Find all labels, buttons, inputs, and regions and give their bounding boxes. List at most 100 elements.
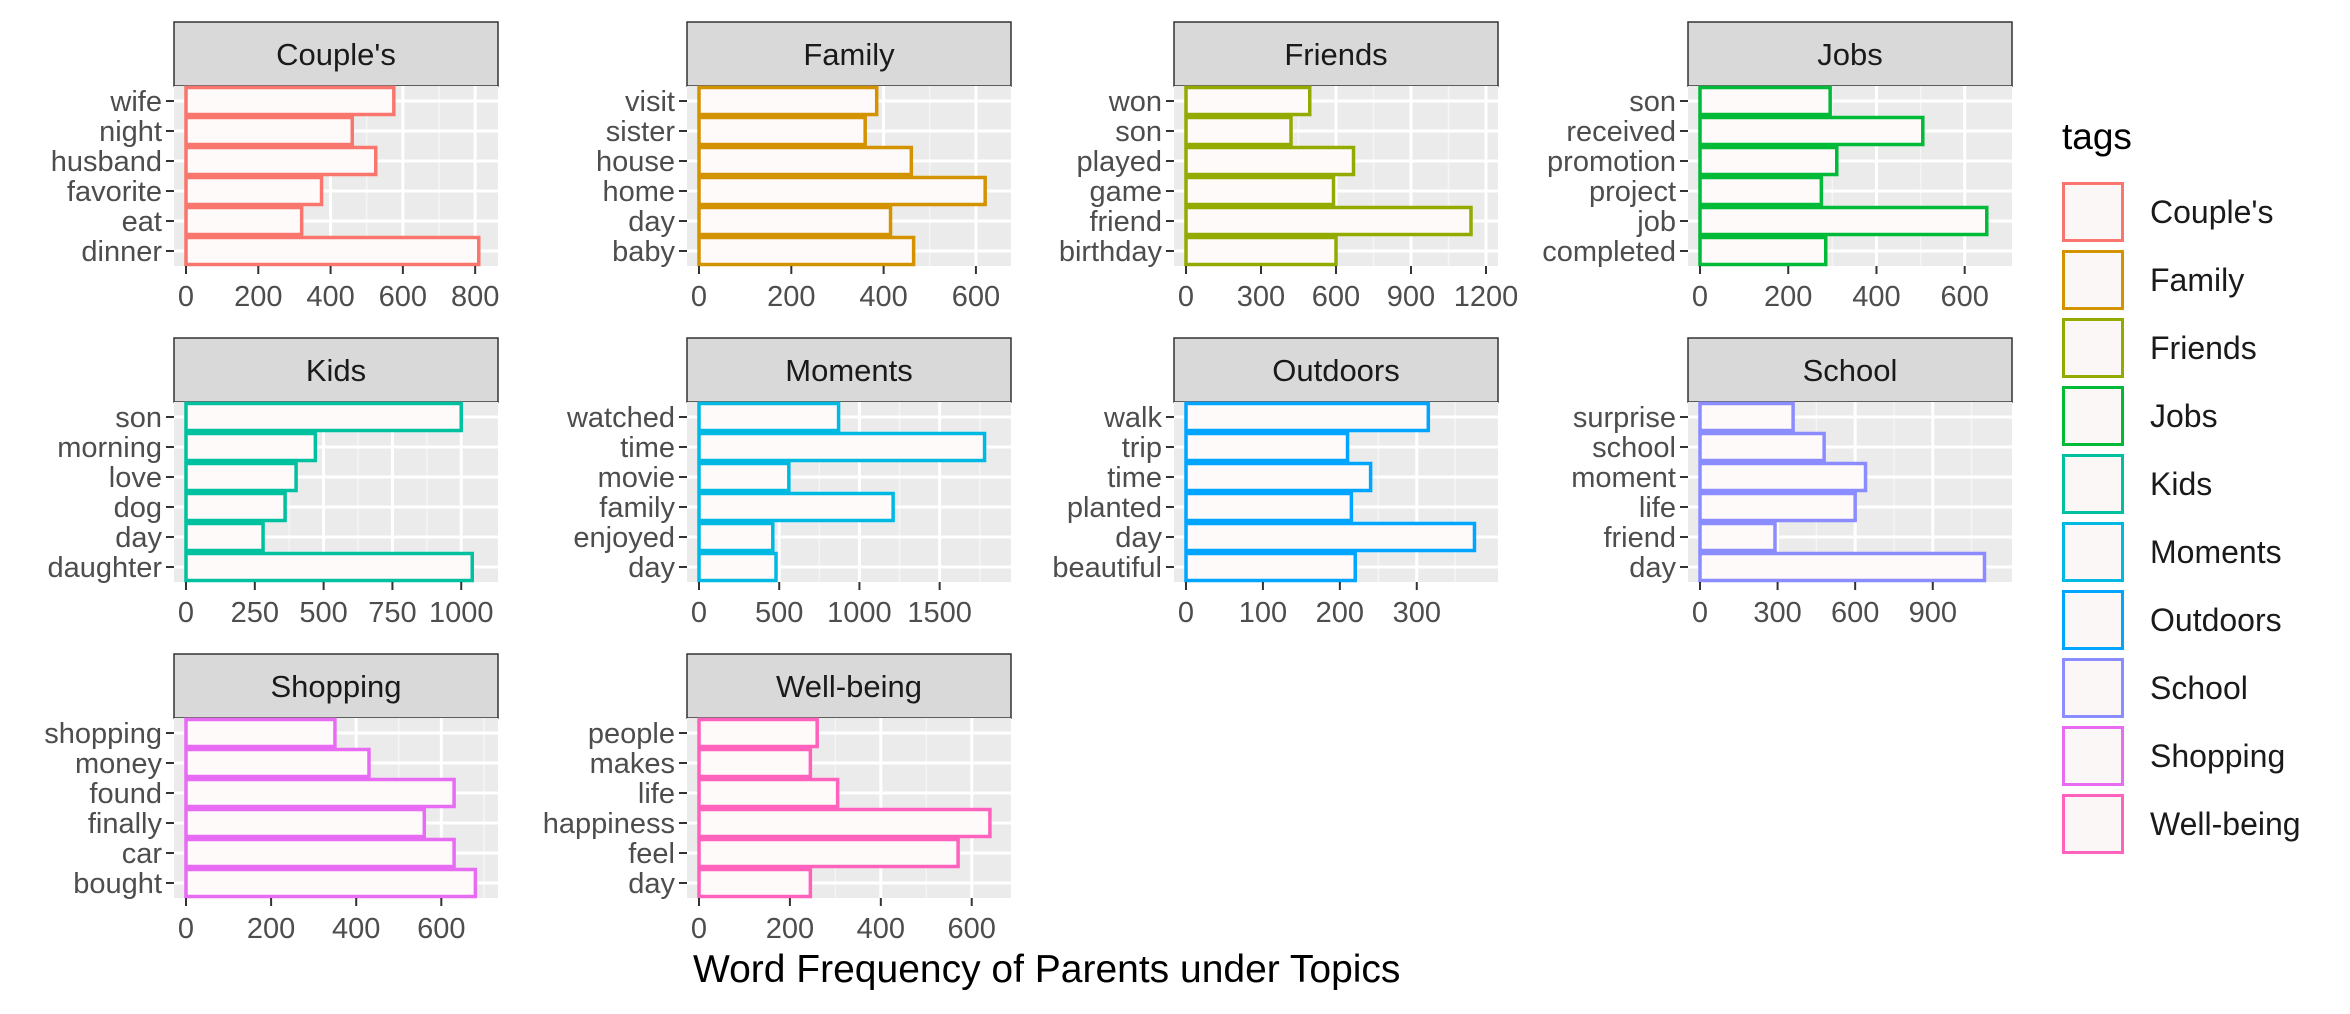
x-tick-label: 0 [1692, 597, 1708, 629]
x-tick-label: 0 [178, 281, 194, 313]
legend-label: Kids [2150, 465, 2213, 502]
x-tick-label: 0 [1692, 281, 1708, 313]
y-tick-label: enjoyed [573, 522, 675, 554]
bar-dinner [184, 235, 481, 267]
bar-friend [1184, 205, 1473, 237]
bar-people [697, 717, 819, 749]
y-tick-label: planted [1067, 492, 1162, 524]
y-tick-label: morning [57, 432, 162, 464]
legend-label: Friends [2150, 329, 2257, 366]
y-tick-label: school [1592, 432, 1676, 464]
y-tick-label: found [89, 778, 162, 810]
y-tick-label: shopping [44, 718, 162, 750]
y-tick-label: game [1089, 176, 1162, 208]
bar-money [184, 747, 371, 779]
bar-enjoyed [697, 521, 775, 553]
y-tick-label: movie [598, 462, 675, 494]
bar-love [184, 461, 298, 493]
bar-life [697, 777, 840, 809]
x-tick-label: 0 [691, 281, 707, 313]
x-tick-label: 0 [691, 913, 707, 945]
x-tick-label: 200 [766, 913, 814, 945]
y-tick-label: walk [1103, 402, 1163, 434]
bar-job [1698, 205, 1989, 237]
y-tick-label: trip [1122, 432, 1162, 464]
bar-time [697, 431, 987, 463]
bar-completed [1698, 235, 1828, 267]
y-tick-label: eat [122, 206, 162, 238]
bar-trip [1184, 431, 1350, 463]
bar-family [697, 491, 895, 523]
y-tick-label: played [1077, 146, 1162, 178]
bar-day [1698, 551, 1987, 583]
y-tick-label: beautiful [1052, 552, 1162, 584]
panel-couple-s: Couple's wifenighthusbandfavoriteeatdinne… [51, 21, 499, 313]
x-tick-label: 400 [859, 281, 907, 313]
legend-items: Couple's Family Friends Jobs Kids Moments Outd… [2062, 178, 2342, 858]
y-tick-label: promotion [1547, 146, 1676, 178]
legend-item: Well-being [2062, 790, 2342, 858]
legend-label: Outdoors [2150, 601, 2282, 638]
bar-car [184, 837, 456, 869]
bar-happiness [697, 807, 992, 839]
bar-planted [1184, 491, 1354, 523]
bar-morning [184, 431, 318, 463]
x-tick-label: 250 [231, 597, 279, 629]
x-tick-label: 600 [1312, 281, 1360, 313]
panel-title: Couple's [276, 37, 396, 72]
y-tick-label: makes [590, 748, 675, 780]
y-tick-label: day [115, 522, 162, 554]
x-tick-label: 800 [451, 281, 499, 313]
bar-house [697, 145, 914, 177]
x-tick-label: 1500 [907, 597, 972, 629]
legend-item: Shopping [2062, 722, 2342, 790]
y-tick-label: project [1589, 176, 1676, 208]
y-tick-label: son [1115, 116, 1162, 148]
legend-item: Couple's [2062, 178, 2342, 246]
x-tick-label: 200 [1316, 597, 1364, 629]
legend-key [2062, 726, 2124, 786]
legend: tags Couple's Family Friends Jobs Kids Moment… [2062, 116, 2342, 858]
legend-label: Family [2150, 261, 2245, 298]
bar-visit [697, 85, 879, 117]
bar-day [697, 867, 813, 899]
x-tick-label: 200 [767, 281, 815, 313]
x-tick-label: 600 [417, 913, 465, 945]
legend-label: Couple's [2150, 193, 2274, 230]
panel-shopping: Shopping shoppingmoneyfoundfinallycarboug… [44, 653, 499, 945]
panel-well-being: Well-being peoplemakeslifehappinessfeelda… [543, 653, 1012, 945]
bar-project [1698, 175, 1824, 207]
y-tick-label: finally [88, 808, 163, 840]
bar-daughter [184, 551, 474, 583]
bar-eat [184, 205, 304, 237]
bar-day [697, 205, 893, 237]
legend-item: School [2062, 654, 2342, 722]
legend-label: Moments [2150, 533, 2282, 570]
y-tick-label: daughter [48, 552, 163, 584]
x-tick-label: 600 [948, 913, 996, 945]
panel-title: Shopping [270, 669, 401, 704]
legend-item: Kids [2062, 450, 2342, 518]
legend-item: Friends [2062, 314, 2342, 382]
legend-title: tags [2062, 116, 2132, 157]
bar-shopping [184, 717, 337, 749]
y-tick-label: day [1115, 522, 1162, 554]
y-tick-label: watched [566, 402, 675, 434]
y-tick-label: day [628, 868, 675, 900]
x-axis-title: Word Frequency of Parents under Topics [693, 948, 1400, 992]
bar-day [1184, 521, 1477, 553]
x-tick-label: 0 [1178, 597, 1194, 629]
panel-strip [1173, 21, 1499, 87]
bar-life [1698, 491, 1857, 523]
y-tick-label: won [1108, 86, 1162, 118]
x-tick-label: 600 [952, 281, 1000, 313]
panel-title: Family [803, 37, 895, 72]
y-tick-label: feel [628, 838, 675, 870]
panel-strip [686, 337, 1012, 403]
x-tick-label: 500 [755, 597, 803, 629]
x-axis-title-text: Word Frequency of Parents under Topics [693, 948, 1401, 991]
